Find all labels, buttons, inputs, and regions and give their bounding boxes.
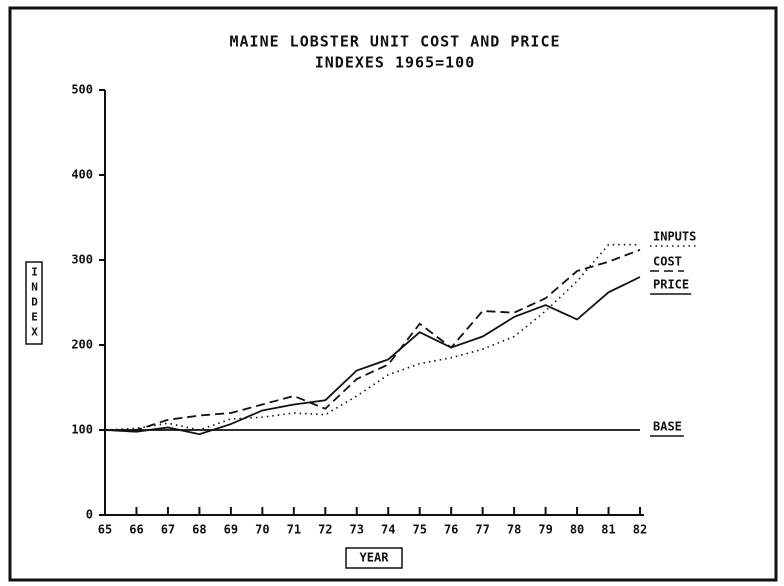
series-line (104, 276, 641, 436)
x-tick-label: 82 (633, 523, 647, 537)
y-tick-label: 0 (86, 508, 93, 522)
x-tick-label: 75 (412, 523, 426, 537)
chart-title: MAINE LOBSTER UNIT COST AND PRICE (229, 33, 560, 51)
x-tick-label: 67 (161, 523, 175, 537)
x-tick-label: 68 (192, 523, 206, 537)
chart-subtitle: INDEXES 1965=100 (315, 54, 476, 72)
series-line (105, 248, 641, 431)
x-tick-label: 69 (224, 523, 238, 537)
y-tick-label: 400 (71, 168, 93, 182)
legend-label: INPUTS (653, 230, 696, 244)
legend-label: COST (653, 255, 682, 269)
legend-label: BASE (653, 420, 682, 434)
frame (8, 6, 778, 582)
x-tick-label: 65 (98, 523, 112, 537)
x-tick-label: 66 (129, 523, 143, 537)
y-tick-label: 500 (71, 83, 93, 97)
x-tick-label: 77 (475, 523, 489, 537)
x-tick-label: 74 (381, 523, 395, 537)
legend-label: PRICE (653, 278, 689, 292)
x-label-box (345, 547, 403, 569)
x-tick-label: 80 (570, 523, 584, 537)
x-tick-label: 72 (318, 523, 332, 537)
y-tick-label: 300 (71, 253, 93, 267)
x-tick-label: 73 (350, 523, 364, 537)
x-axis-label: YEAR (360, 551, 390, 565)
y-axis-label: INDEX (28, 266, 41, 341)
x-tick-label: 70 (255, 523, 269, 537)
x-tick-label: 79 (538, 523, 552, 537)
y-tick-label: 100 (71, 423, 93, 437)
x-tick-label: 71 (287, 523, 301, 537)
y-tick-label: 200 (71, 338, 93, 352)
x-tick-label: 81 (601, 523, 615, 537)
y-axis-label-text: INDEX (28, 266, 41, 341)
x-tick-label: 76 (444, 523, 458, 537)
y-label-box (25, 261, 43, 345)
x-tick-label: 78 (507, 523, 521, 537)
